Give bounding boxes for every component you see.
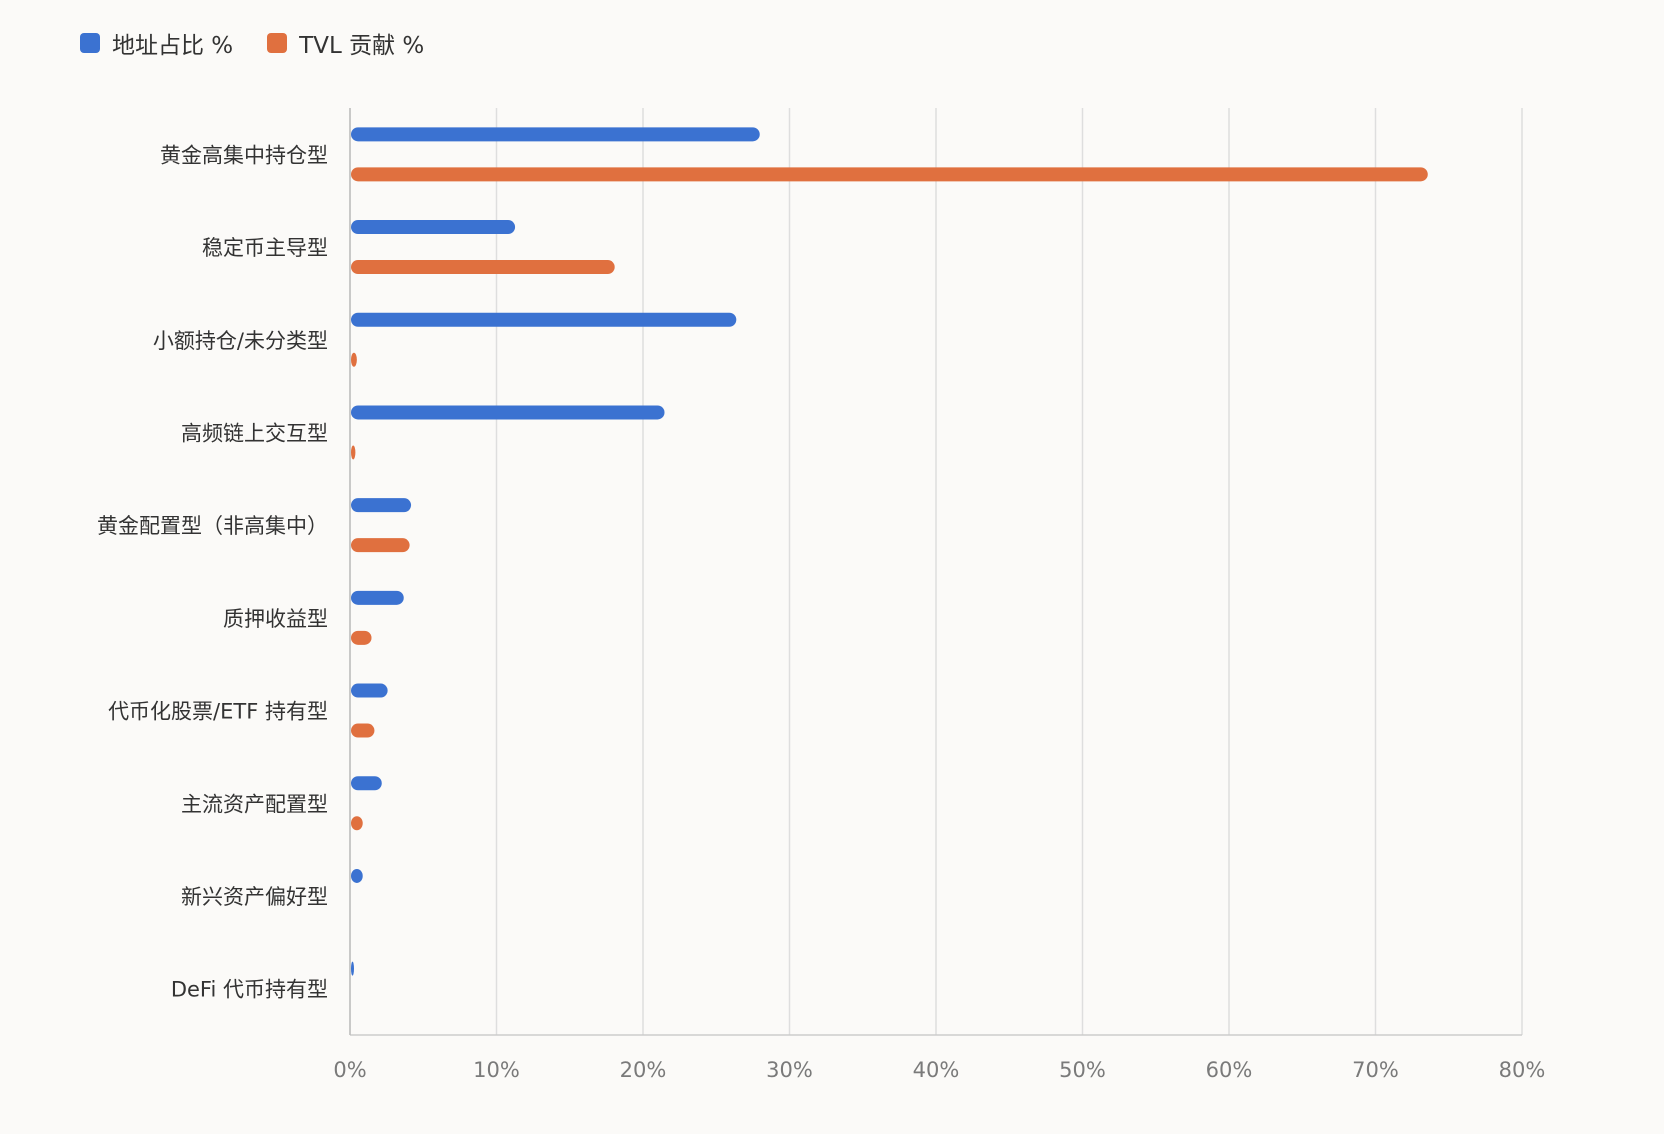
- x-tick-label: 30%: [766, 1058, 813, 1082]
- bar-address-share-9: [351, 961, 354, 976]
- bar-tvl-contribution-0: [351, 167, 1428, 182]
- bar-address-share-0: [351, 127, 760, 142]
- bar-address-share-8: [351, 868, 363, 883]
- y-category-label: 主流资产配置型: [181, 792, 328, 816]
- x-tick-label: 10%: [473, 1058, 520, 1082]
- y-category-label: 黄金配置型（非高集中）: [97, 514, 328, 538]
- x-tick-label: 80%: [1499, 1058, 1546, 1082]
- x-tick-label: 20%: [620, 1058, 667, 1082]
- x-tick-label: 40%: [913, 1058, 960, 1082]
- legend-item-tvl-contribution[interactable]: TVL 贡献 %: [267, 26, 424, 60]
- bar-address-share-4: [351, 498, 412, 513]
- legend-swatch-address-share: [80, 33, 100, 53]
- bar-tvl-contribution-2: [351, 352, 357, 367]
- bar-tvl-contribution-7: [351, 816, 363, 831]
- y-category-label: 黄金高集中持仓型: [160, 143, 328, 167]
- legend: 地址占比 % TVL 贡献 %: [80, 26, 424, 60]
- legend-label-tvl-contribution: TVL 贡献 %: [299, 33, 425, 59]
- y-category-label: 代币化股票/ETF 持有型: [108, 700, 328, 724]
- legend-item-address-share[interactable]: 地址占比 %: [80, 26, 233, 60]
- y-category-label: 小额持仓/未分类型: [153, 329, 328, 353]
- y-category-label: 质押收益型: [223, 607, 328, 631]
- bar-tvl-contribution-3: [351, 445, 356, 460]
- y-category-label: 高频链上交互型: [181, 421, 328, 445]
- bar-address-share-6: [351, 683, 388, 698]
- bar-tvl-contribution-5: [351, 630, 372, 645]
- bar-tvl-contribution-1: [351, 260, 615, 275]
- x-tick-label: 70%: [1352, 1058, 1399, 1082]
- x-tick-label: 0%: [333, 1058, 366, 1082]
- x-tick-label: 50%: [1059, 1058, 1106, 1082]
- bar-address-share-1: [351, 220, 516, 235]
- bar-tvl-contribution-4: [351, 538, 410, 553]
- bar-address-share-3: [351, 405, 665, 420]
- legend-label-address-share: 地址占比 %: [112, 33, 234, 59]
- bar-tvl-contribution-6: [351, 723, 375, 738]
- x-tick-label: 60%: [1206, 1058, 1253, 1082]
- y-category-label: 新兴资产偏好型: [181, 885, 328, 909]
- bar-address-share-2: [351, 312, 737, 327]
- legend-swatch-tvl-contribution: [267, 33, 288, 53]
- bar-address-share-5: [351, 590, 404, 605]
- y-category-label: 稳定币主导型: [202, 236, 328, 260]
- bar-address-share-7: [351, 776, 382, 791]
- y-category-label: DeFi 代币持有型: [171, 978, 328, 1002]
